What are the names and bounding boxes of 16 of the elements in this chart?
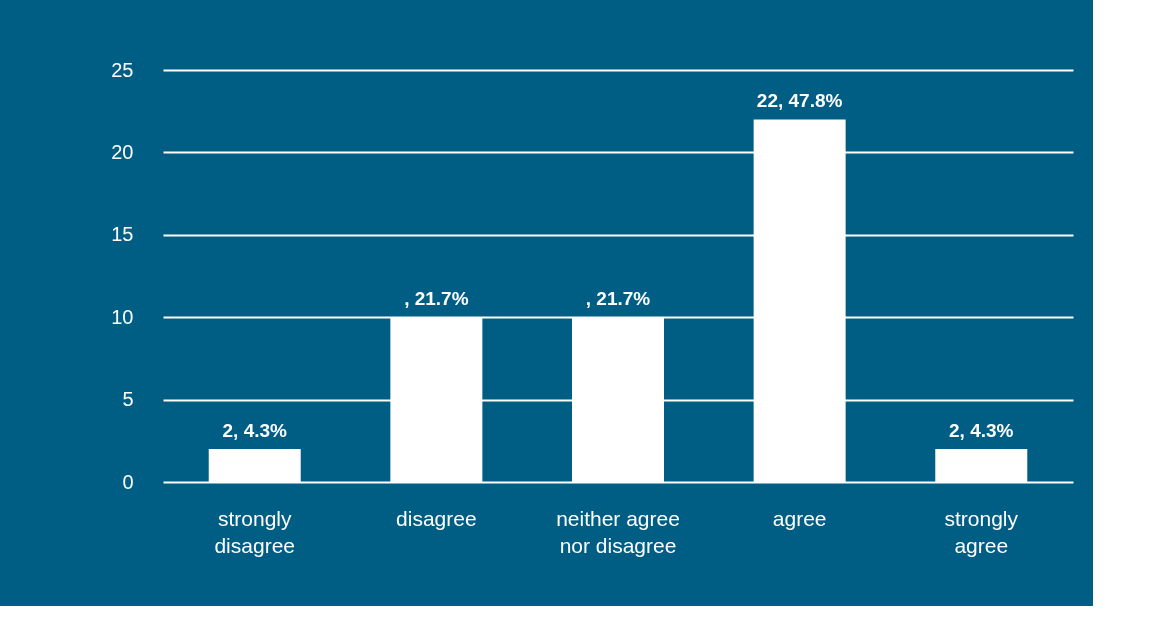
- y-tick-label: 0: [122, 470, 134, 493]
- x-tick-label: disagree: [396, 506, 477, 530]
- annotation: , 21.7%: [585, 288, 651, 310]
- y-tick-label: 20: [111, 140, 134, 163]
- x-tick-label: agree: [772, 506, 827, 530]
- x-tick-label: strongly disagree: [214, 506, 296, 557]
- y-tick-label: 5: [122, 388, 134, 411]
- annotation: 2, 4.3%: [222, 420, 288, 442]
- annotation: 22, 47.8%: [756, 90, 843, 112]
- annotation: 2, 4.3%: [949, 420, 1014, 442]
- y-tick-label: 25: [111, 58, 134, 81]
- y-tick-label: 15: [111, 223, 134, 246]
- annotation: , 21.7%: [404, 288, 469, 310]
- x-tick-label: strongly agree: [944, 506, 1019, 557]
- x-tick-label: neither agree nor disagree: [556, 506, 680, 557]
- y-tick-label: 10: [111, 305, 134, 328]
